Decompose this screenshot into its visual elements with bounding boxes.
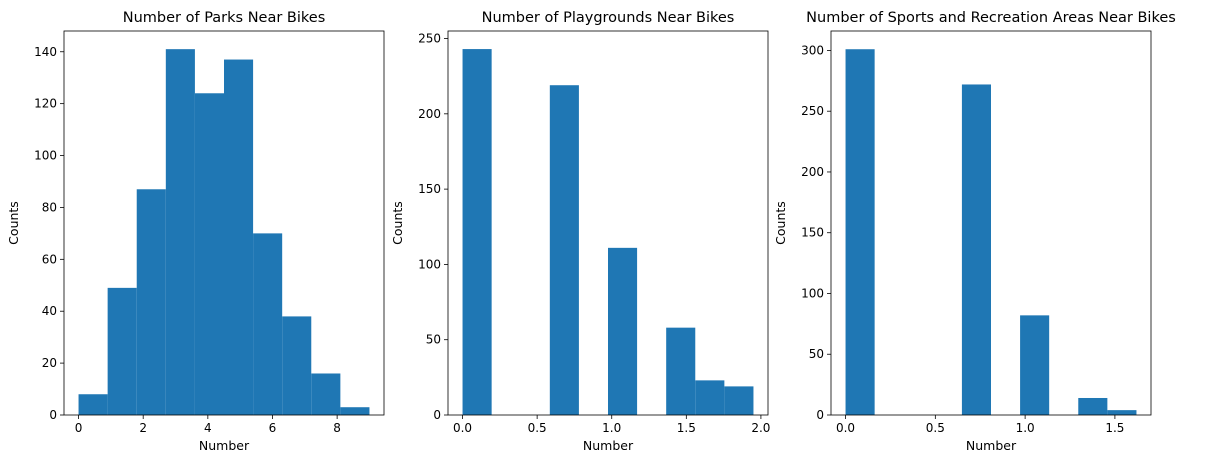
x-tick-label: 6 (269, 421, 277, 435)
y-axis-label: Counts (390, 201, 405, 245)
x-tick-label: 1.0 (1016, 421, 1035, 435)
y-tick-label: 120 (34, 97, 57, 111)
histogram-bar (961, 84, 991, 415)
y-tick-label: 0 (816, 408, 824, 422)
x-tick-label: 4 (204, 421, 212, 435)
plot-frame (447, 30, 769, 416)
histogram-bar (666, 327, 696, 415)
y-tick-label: 250 (418, 32, 441, 46)
y-tick-label: 50 (809, 347, 824, 361)
bars (845, 49, 1137, 416)
x-tick-label: 0.5 (926, 421, 945, 435)
x-tick-label: 1.5 (677, 421, 696, 435)
histogram-bar (340, 407, 370, 415)
histogram-bar (194, 93, 224, 416)
y-tick-label: 150 (418, 182, 441, 196)
histogram-bar (78, 394, 108, 415)
histogram-bar (845, 49, 875, 416)
y-tick-label: 140 (34, 45, 57, 59)
histogram-bar (724, 386, 754, 415)
histogram-bar (136, 189, 166, 415)
bars (462, 49, 754, 415)
y-tick-label: 250 (801, 104, 824, 118)
y-tick-label: 40 (42, 304, 57, 318)
chart-sports-recreation: 0.0 0.5 1.0 1.5 0 50 100 150 200 250 300 Number of … (773, 10, 1176, 453)
x-tick-label: 2.0 (751, 421, 770, 435)
y-tick-label: 200 (418, 107, 441, 121)
y-tick-label: 100 (34, 149, 57, 163)
y-tick-label: 20 (42, 356, 57, 370)
histogram-bar (549, 85, 579, 415)
x-tick-label: 1.0 (602, 421, 621, 435)
histogram-bar (1078, 397, 1108, 415)
y-tick-label: 0 (49, 408, 57, 422)
y-tick-label: 300 (801, 43, 824, 57)
x-tick-label: 0.0 (836, 421, 855, 435)
plot-frame (830, 30, 1152, 416)
y-tick-label: 80 (42, 200, 57, 214)
histogram-bar (1020, 315, 1050, 415)
histogram-bar (165, 49, 195, 415)
chart-playgrounds: 0.0 0.5 1.0 1.5 2.0 0 50 100 150 200 250 Number of … (390, 10, 770, 453)
x-tick-label: 0.5 (528, 421, 547, 435)
y-axis-label: Counts (773, 201, 788, 245)
y-tick-label: 100 (418, 257, 441, 271)
y-axis-label: Counts (6, 201, 21, 245)
x-tick-label: 2 (139, 421, 147, 435)
plot-frame (63, 30, 385, 416)
bars (78, 49, 370, 416)
histogram-bar (608, 247, 638, 415)
histogram-bar (695, 380, 725, 415)
x-axis-label: Number (583, 438, 634, 453)
y-tick-label: 100 (801, 286, 824, 300)
y-tick-label: 60 (42, 252, 57, 266)
chart-title: Number of Sports and Recreation Areas Ne… (806, 10, 1176, 26)
histogram-bar (1107, 410, 1137, 415)
chart-title: Number of Parks Near Bikes (123, 10, 326, 26)
histogram-bar (224, 59, 254, 416)
x-tick-label: 0.0 (453, 421, 472, 435)
x-axis-label: Number (199, 438, 250, 453)
chart-title: Number of Playgrounds Near Bikes (482, 10, 735, 26)
y-tick-label: 50 (426, 333, 441, 347)
y-tick-label: 150 (801, 226, 824, 240)
x-tick-label: 1.5 (1105, 421, 1124, 435)
histogram-bar (107, 287, 137, 415)
histogram-bar (462, 49, 492, 415)
histogram-bar (253, 233, 283, 415)
y-tick-label: 0 (433, 408, 441, 422)
x-tick-label: 8 (333, 421, 341, 435)
y-tick-label: 200 (801, 165, 824, 179)
histogram-bar (311, 373, 341, 415)
x-axis-label: Number (966, 438, 1017, 453)
histogram-bar (282, 316, 312, 415)
x-tick-label: 0 (75, 421, 83, 435)
